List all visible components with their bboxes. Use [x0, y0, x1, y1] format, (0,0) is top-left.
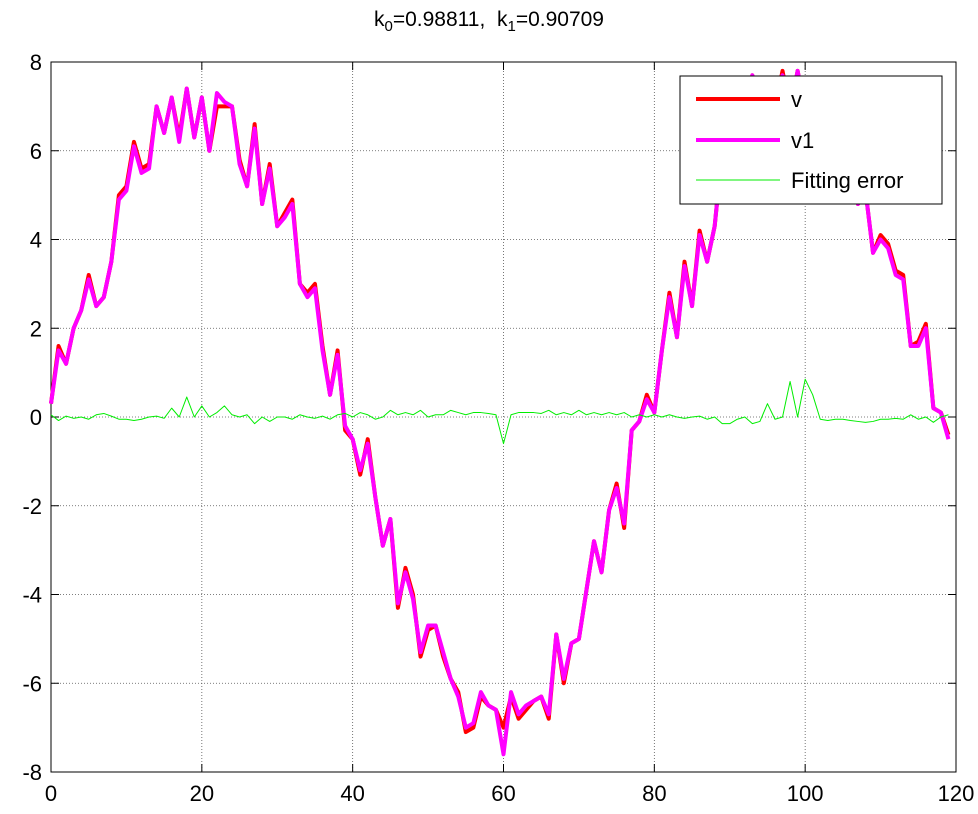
k1-subscript: 1	[507, 18, 516, 36]
x-tick-label: 0	[45, 781, 57, 806]
k0-subscript: 0	[384, 18, 393, 36]
grid	[51, 62, 956, 772]
y-tick-label: 4	[30, 228, 42, 253]
y-tick-label: -4	[22, 583, 42, 608]
legend-label-v: v	[791, 87, 802, 112]
legend-label-fitting-error: Fitting error	[791, 168, 903, 193]
y-tick-label: 6	[30, 139, 42, 164]
legend-label-v1: v1	[791, 128, 814, 153]
k1-value: =0.90709	[515, 8, 604, 31]
x-tick-label: 40	[340, 781, 364, 806]
x-tick-label: 120	[938, 781, 975, 806]
k1-symbol: k	[496, 8, 508, 31]
k0-value: =0.98811,	[392, 8, 486, 31]
x-tick-label: 60	[491, 781, 515, 806]
x-tick-label: 100	[787, 781, 824, 806]
series-line-fitting-error	[50, 378, 949, 445]
k0-symbol: k	[374, 8, 385, 31]
chart-title: k0=0.98811, k1=0.90709	[0, 8, 978, 35]
y-tick-label: -8	[22, 760, 42, 785]
y-tick-label: -2	[22, 494, 42, 519]
x-tick-label: 20	[190, 781, 214, 806]
y-tick-label: 8	[30, 50, 42, 75]
x-tick-label: 80	[642, 781, 666, 806]
y-tick-label: -6	[22, 671, 42, 696]
legend: v v1 Fitting error	[679, 75, 943, 205]
y-tick-label: 0	[30, 405, 42, 430]
y-tick-label: 2	[30, 316, 42, 341]
axis-ticks: 0 20 40 60 80 100 120 -8 -6 -4 -2 0 2 4 6 8	[22, 50, 974, 806]
